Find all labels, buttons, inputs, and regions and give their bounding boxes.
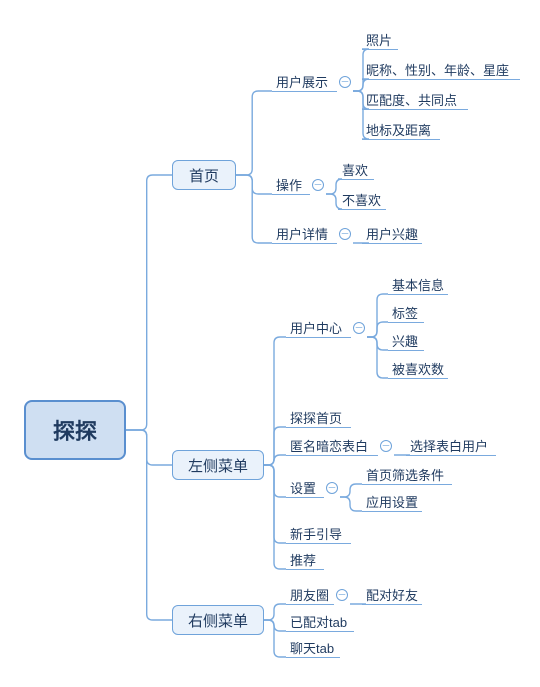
node-l1c[interactable]: 兴趣	[388, 331, 424, 351]
root-node[interactable]: 探探	[24, 400, 126, 460]
toggle-h1[interactable]: －	[339, 76, 351, 88]
node-h1d[interactable]: 地标及距离	[362, 120, 440, 140]
node-h1a[interactable]: 照片	[362, 30, 398, 50]
node-h1b[interactable]: 昵称、性别、年龄、星座	[362, 60, 520, 80]
node-h2b[interactable]: 不喜欢	[338, 190, 386, 210]
node-r1a[interactable]: 配对好友	[362, 585, 422, 605]
node-l1a[interactable]: 基本信息	[388, 275, 448, 295]
toggle-r1[interactable]: －	[336, 589, 348, 601]
toggle-l1[interactable]: －	[353, 322, 365, 334]
node-right[interactable]: 右侧菜单	[172, 605, 264, 635]
node-home[interactable]: 首页	[172, 160, 236, 190]
node-l1b[interactable]: 标签	[388, 303, 424, 323]
node-h3a[interactable]: 用户兴趣	[362, 224, 422, 244]
node-h2a[interactable]: 喜欢	[338, 160, 374, 180]
node-r2[interactable]: 已配对tab	[286, 612, 354, 632]
node-l6[interactable]: 推荐	[286, 550, 324, 570]
toggle-l4[interactable]: －	[326, 482, 338, 494]
node-l3a[interactable]: 选择表白用户	[406, 436, 496, 456]
node-l3[interactable]: 匿名暗恋表白	[286, 436, 378, 456]
node-h1[interactable]: 用户展示	[272, 72, 337, 92]
node-h1c[interactable]: 匹配度、共同点	[362, 90, 468, 110]
node-r1[interactable]: 朋友圈	[286, 585, 334, 605]
node-left[interactable]: 左侧菜单	[172, 450, 264, 480]
node-l2[interactable]: 探探首页	[286, 408, 351, 428]
node-l5[interactable]: 新手引导	[286, 524, 351, 544]
node-l4b[interactable]: 应用设置	[362, 492, 422, 512]
node-l4[interactable]: 设置	[286, 478, 324, 498]
node-l1d[interactable]: 被喜欢数	[388, 359, 448, 379]
toggle-h3[interactable]: －	[339, 228, 351, 240]
node-h3[interactable]: 用户详情	[272, 224, 337, 244]
mindmap-stage: 探探首页左侧菜单右侧菜单用户展示－操作－用户详情－用户中心－探探首页匿名暗恋表白…	[0, 0, 540, 687]
node-r3[interactable]: 聊天tab	[286, 638, 340, 658]
node-h2[interactable]: 操作	[272, 175, 310, 195]
toggle-l3[interactable]: －	[380, 440, 392, 452]
node-l4a[interactable]: 首页筛选条件	[362, 465, 452, 485]
toggle-h2[interactable]: －	[312, 179, 324, 191]
node-l1[interactable]: 用户中心	[286, 318, 351, 338]
